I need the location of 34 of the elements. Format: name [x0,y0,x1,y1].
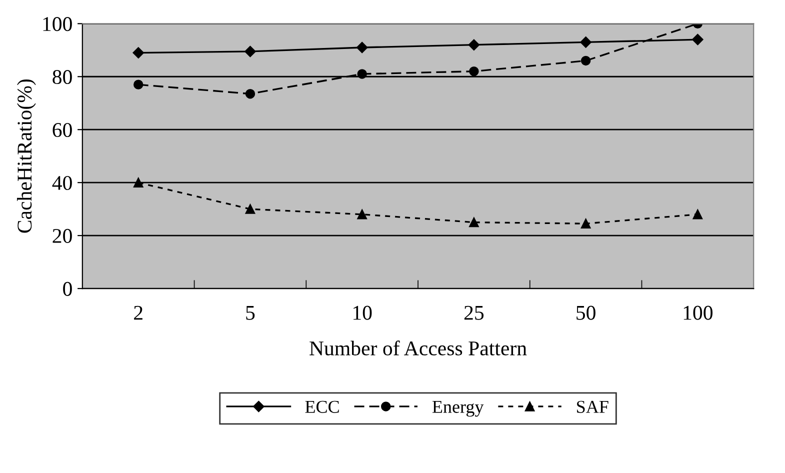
point [244,46,256,58]
point [357,210,367,220]
y-tick-label: 20 [52,228,72,243]
x-axis-title: Number of Access Pattern [310,340,527,356]
point [133,80,144,90]
x-tick-label: 5 [246,306,255,320]
point [245,204,256,214]
point [580,218,591,228]
point [356,42,368,54]
point [580,56,591,66]
point [133,178,144,188]
point [357,69,367,79]
y-tick-label: 100 [43,17,72,32]
x-tick-label: 100 [684,306,712,320]
point [469,66,479,76]
legend-label: Energy [432,400,484,417]
point [245,88,256,99]
x-tick-label: 25 [464,306,484,320]
x-tick-label: 2 [134,306,142,320]
x-tick-label: 50 [576,306,596,320]
point [692,34,704,46]
x-tick-label: 10 [353,306,372,320]
y-axis-title: CacheHitRatio(%) [17,79,36,233]
point [469,217,479,228]
y-tick-label: 60 [52,122,72,138]
point [468,39,480,50]
point [692,210,703,220]
y-tick-label: 40 [52,176,72,190]
legend-label: ECC [305,400,339,413]
y-tick-label: 0 [63,282,72,296]
point [132,47,144,58]
y-tick-label: 80 [52,70,72,84]
legend-label: SAF [577,400,608,413]
point [580,36,592,48]
